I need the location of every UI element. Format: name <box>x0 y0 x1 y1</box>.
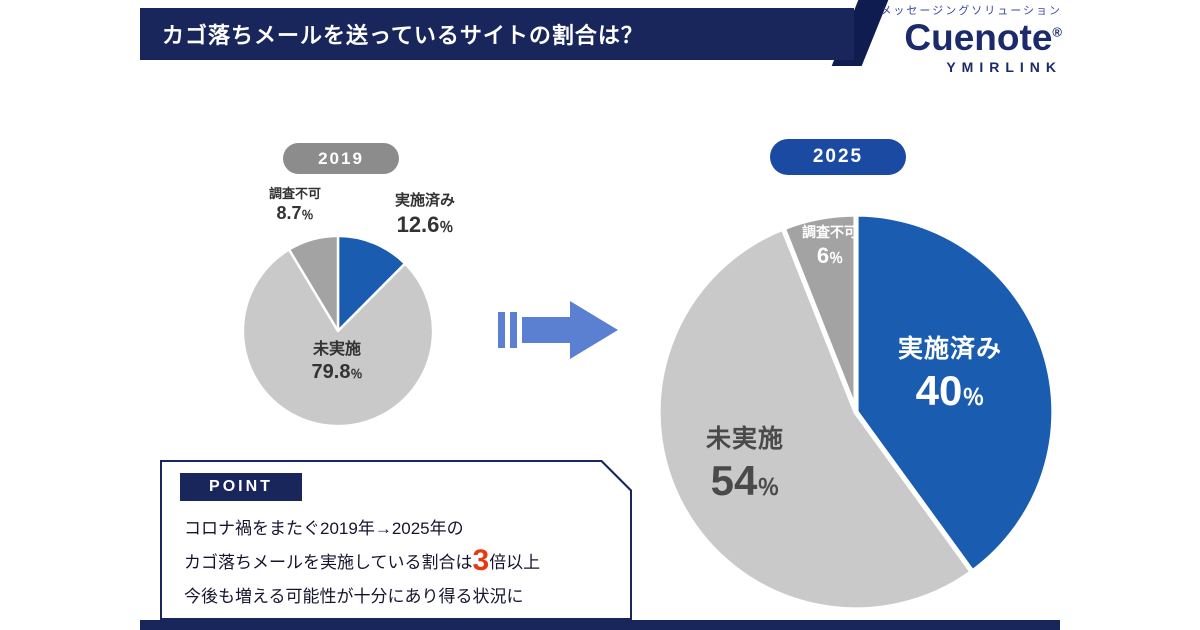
point-text: コロナ禍をまたぐ2019年→2025年の カゴ落ちメールを実施している割合は3倍… <box>184 512 618 614</box>
pie-chart-2025 <box>655 211 1057 613</box>
point-line-2: カゴ落ちメールを実施している割合は3倍以上 <box>184 546 618 580</box>
year-badge-2019: 2019 <box>283 143 399 174</box>
segment-value-number: 40 <box>915 367 963 415</box>
year-badge-2019-label: 2019 <box>318 148 364 168</box>
segment-value-unit: ％ <box>350 367 363 381</box>
segment-label: 未実施 <box>705 425 784 453</box>
point-box: POINT コロナ禍をまたぐ2019年→2025年の カゴ落ちメールを実施してい… <box>160 460 632 620</box>
segment-value-number: 12.6 <box>396 211 440 237</box>
segment-label: 未実施 <box>312 341 361 358</box>
pie2025-label-chousafuka: 調査不可 6％ <box>788 224 872 269</box>
segment-value-number: 6 <box>816 242 830 268</box>
pie2019-label-jisshizumi: 実施済み 12.6％ <box>363 192 487 238</box>
segment-value-unit: ％ <box>962 385 985 411</box>
growth-arrow-icon <box>498 301 618 359</box>
point-line-2-highlight: 3 <box>472 544 490 577</box>
brand-name: Cuenote® <box>848 18 1062 58</box>
segment-value-number: 8.7 <box>276 203 302 224</box>
point-line-1: コロナ禍をまたぐ2019年→2025年の <box>184 519 464 538</box>
point-line-2-pre: カゴ落ちメールを実施している割合は <box>184 553 473 572</box>
segment-value-number: 54 <box>710 457 758 505</box>
segment-value-unit: ％ <box>757 475 780 501</box>
segment-label: 調査不可 <box>802 224 858 240</box>
segment-value: 8.7％ <box>245 202 345 225</box>
brand-subname: YMIRLINK <box>946 58 1062 75</box>
brand-logo: メッセージングソリューション Cuenote® YMIRLINK <box>848 2 1062 86</box>
segment-value: 6％ <box>788 242 872 270</box>
pie-chart-2019 <box>241 234 435 428</box>
segment-value: 54％ <box>663 455 827 508</box>
segment-label: 調査不可 <box>268 186 321 201</box>
brand-tagline: メッセージングソリューション <box>880 5 1062 17</box>
segment-label: 実施済み <box>394 192 455 209</box>
segment-label: 実施済み <box>897 335 1002 363</box>
year-badge-2025-label: 2025 <box>812 146 864 167</box>
page-title: カゴ落ちメールを送っているサイトの割合は？ <box>162 23 644 48</box>
segment-value: 12.6％ <box>363 211 487 239</box>
segment-value-unit: ％ <box>829 249 844 266</box>
point-line-3: 今後も増える可能性が十分にあり得る状況に <box>184 587 524 606</box>
brand-name-text: Cuenote <box>904 17 1053 58</box>
segment-value-number: 79.8 <box>311 361 351 383</box>
segment-value-unit: ％ <box>439 218 454 235</box>
segment-value-unit: ％ <box>301 208 314 223</box>
point-line-2-post: 倍以上 <box>489 553 541 572</box>
pie2025-label-jisshizumi: 実施済み 40％ <box>868 334 1032 418</box>
point-tag: POINT <box>180 473 302 501</box>
pie2019-label-mijisshi: 未実施 79.8％ <box>277 340 397 385</box>
segment-value: 79.8％ <box>277 360 397 385</box>
header-bar: カゴ落ちメールを送っているサイトの割合は？ <box>140 8 854 60</box>
year-badge-2025: 2025 <box>770 139 906 175</box>
footer-bar <box>140 620 1060 630</box>
registered-mark-icon: ® <box>1052 24 1062 40</box>
pie2025-label-mijisshi: 未実施 54％ <box>663 424 827 508</box>
segment-value: 40％ <box>868 365 1032 418</box>
pie2019-label-chousafuka: 調査不可 8.7％ <box>245 186 345 225</box>
